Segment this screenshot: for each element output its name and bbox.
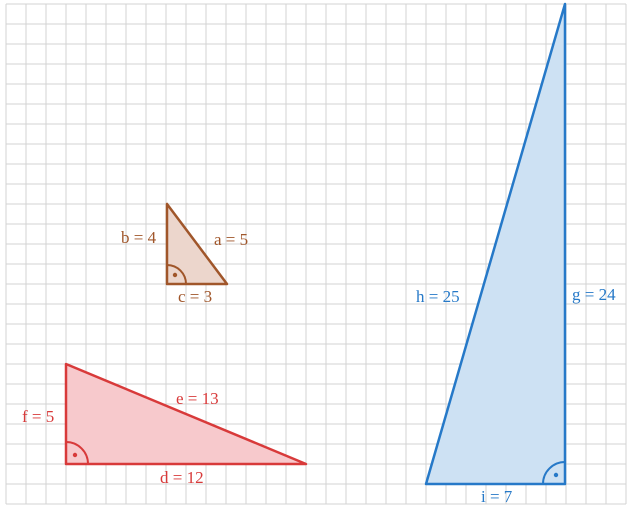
- label-i: i = 7: [481, 487, 513, 506]
- label-f: f = 5: [22, 407, 54, 426]
- label-c: c = 3: [178, 287, 212, 306]
- right-angle-dot-brown: [172, 272, 178, 278]
- triangle-brown-shape: [165, 202, 229, 286]
- triangle-blue-shape: [424, 2, 567, 486]
- label-h: h = 25: [416, 287, 460, 306]
- label-d: d = 12: [160, 468, 204, 487]
- label-e: e = 13: [176, 389, 219, 408]
- label-g: g = 24: [572, 285, 616, 304]
- right-angle-marker-red: [65, 441, 89, 465]
- label-b: b = 4: [121, 228, 157, 247]
- right-angle-dot-blue: [553, 472, 559, 478]
- triangle-red-shape: [64, 362, 308, 466]
- triangle-brown: b = 4 a = 5 c = 3: [121, 202, 248, 306]
- triangle-red: f = 5 e = 13 d = 12: [22, 362, 308, 487]
- right-angle-marker-brown: [166, 264, 187, 285]
- label-a: a = 5: [214, 230, 248, 249]
- right-angle-marker-blue: [542, 461, 566, 485]
- triangle-blue: h = 25 g = 24 i = 7: [416, 2, 616, 506]
- right-angle-dot-red: [72, 452, 78, 458]
